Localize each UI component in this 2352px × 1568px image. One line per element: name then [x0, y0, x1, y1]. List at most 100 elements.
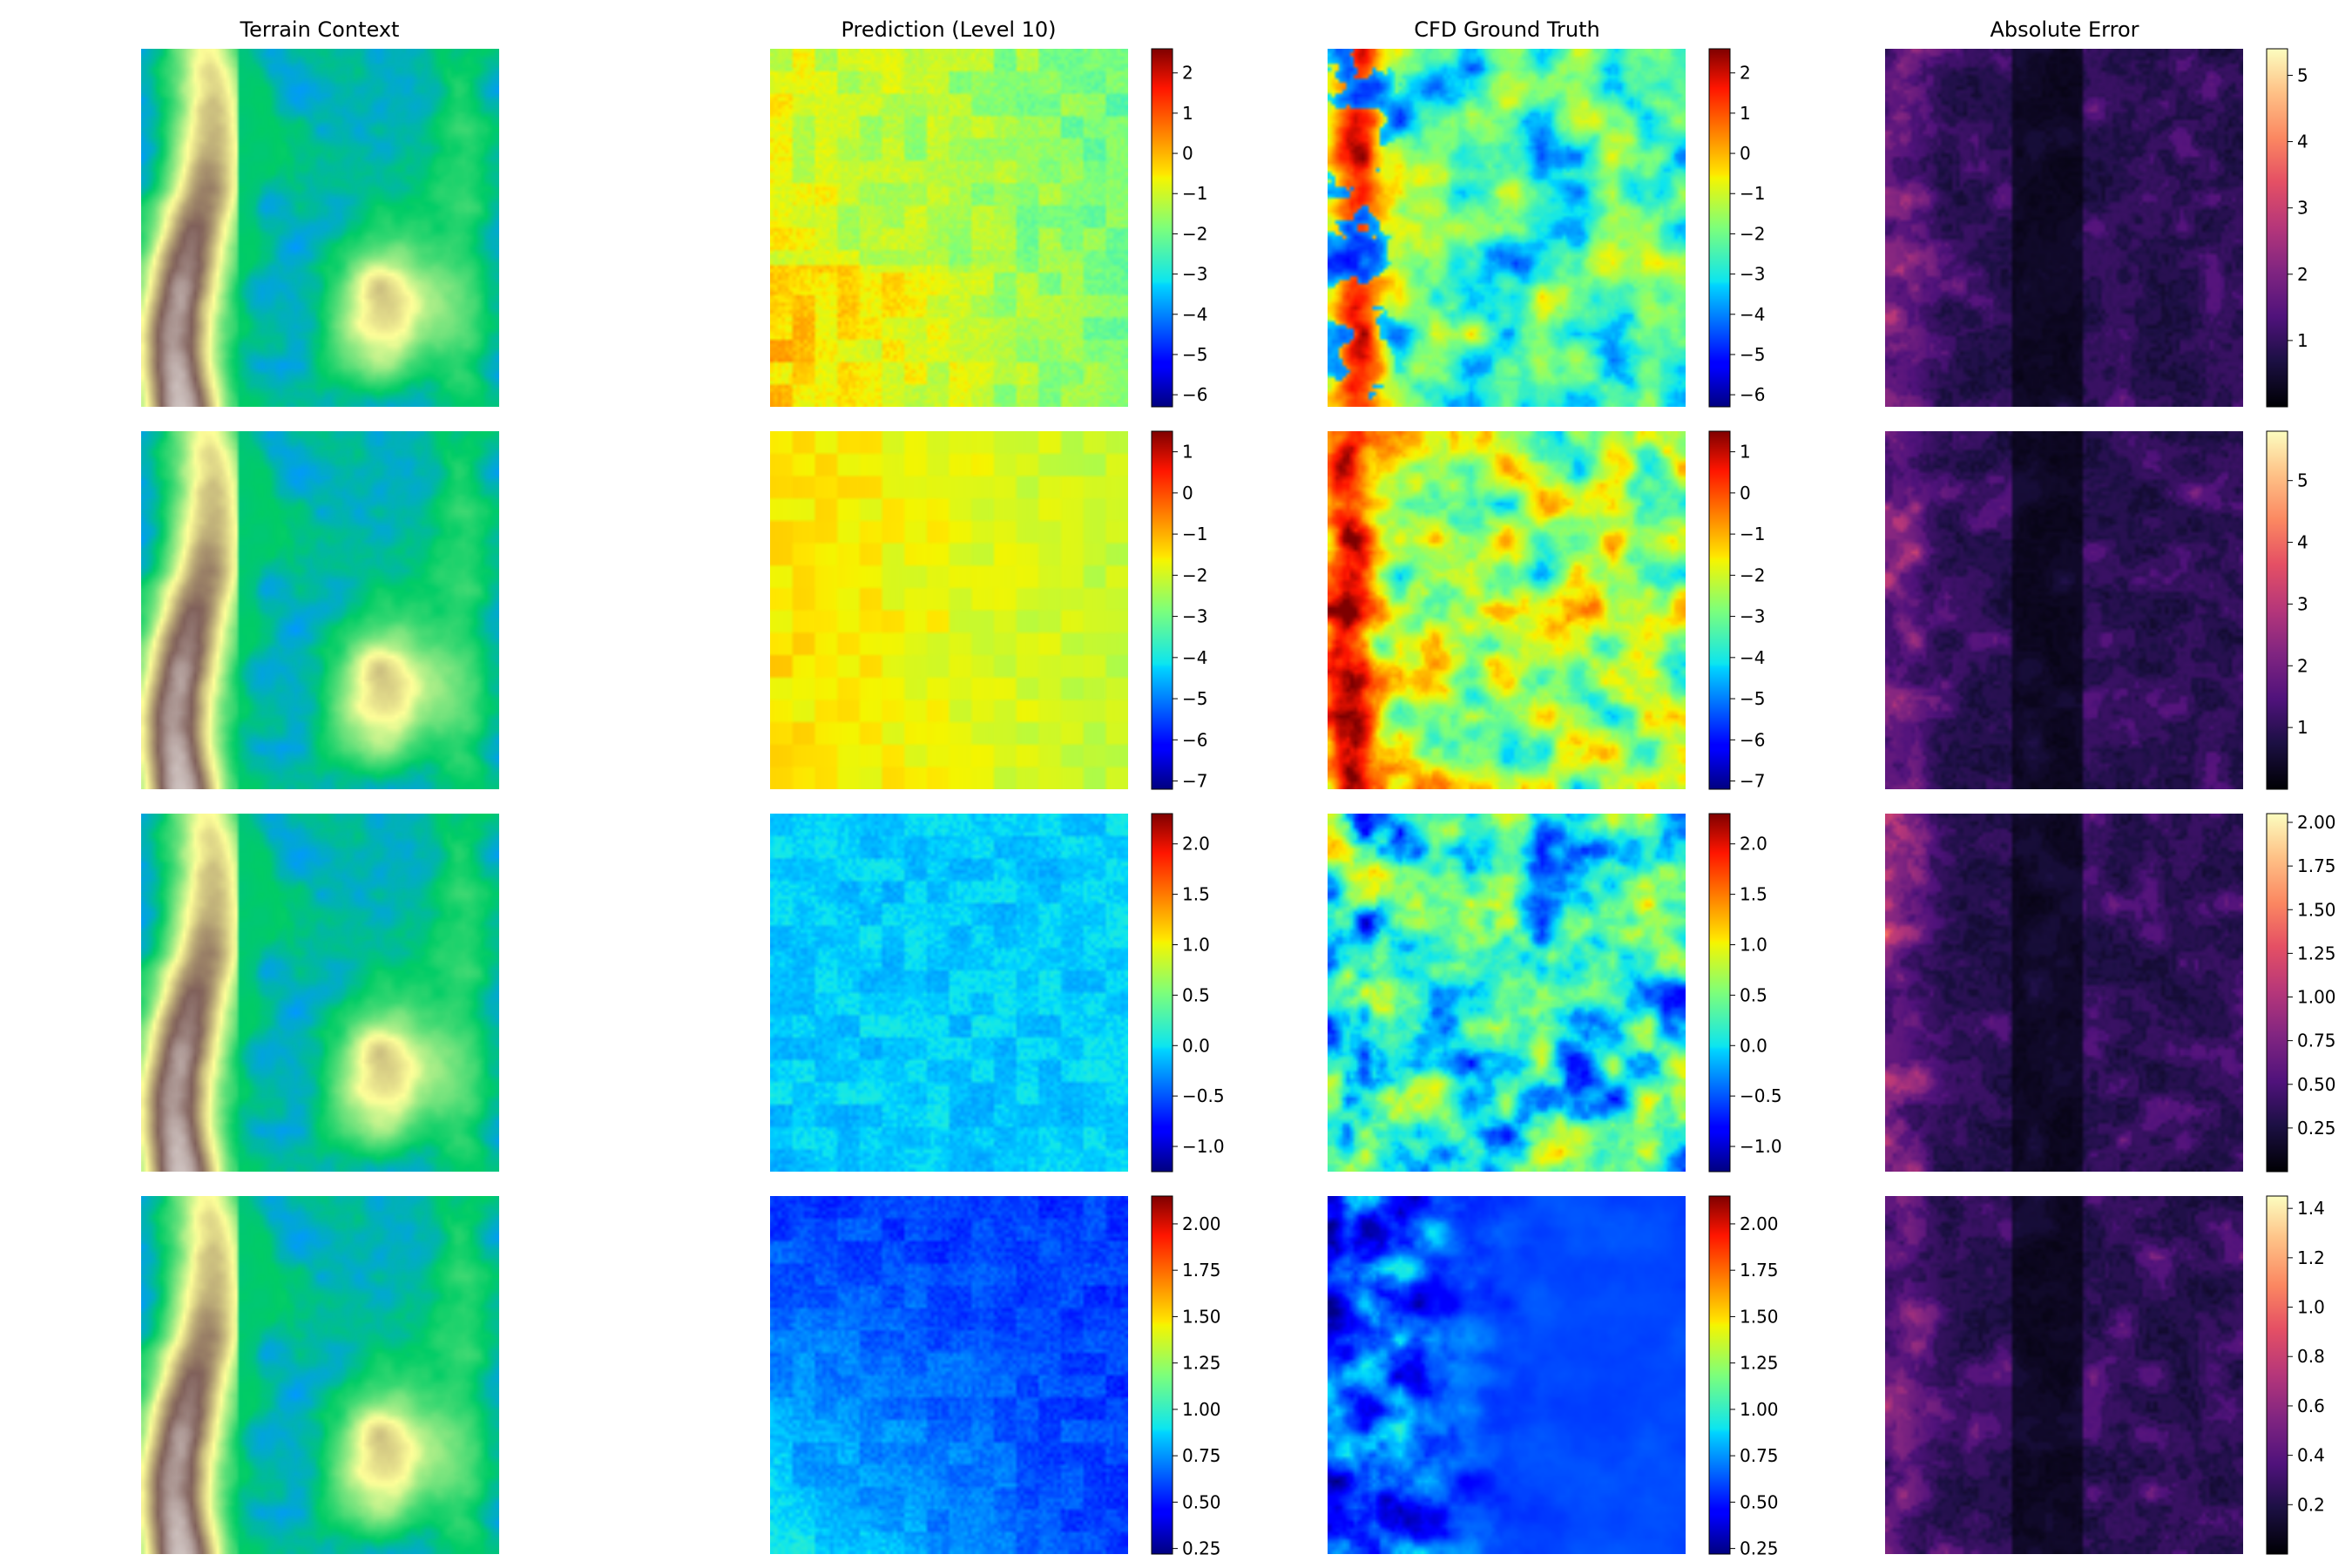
colorbar-ground-truth-row-2 — [1708, 430, 1731, 790]
colorbar-tick-label: 1.75 — [1182, 1260, 1221, 1281]
colorbar-tick-label: −1 — [1182, 524, 1207, 544]
colorbar-tick-label: 0.50 — [1182, 1491, 1221, 1512]
colorbar-tick-label: 3 — [2297, 198, 2308, 219]
colorbar-tick-label: 0.5 — [1182, 984, 1210, 1005]
colorbar-tick-label: 0 — [1740, 483, 1751, 504]
colorbar-tick-label: −1 — [1182, 183, 1207, 204]
colorbar-tick-label: 0.8 — [2297, 1346, 2325, 1367]
colorbar-tick-label: −4 — [1182, 304, 1207, 325]
title-absolute-error: Absolute Error — [1990, 17, 2139, 42]
colorbar-tick-label: 0.25 — [1182, 1538, 1221, 1559]
colorbar-tick-label: −2 — [1740, 564, 1765, 585]
ground-truth-panel-row-2 — [1328, 431, 1686, 789]
colorbar-ground-truth-row-3 — [1708, 813, 1731, 1173]
colorbar-tick-label: 1.50 — [2297, 899, 2336, 920]
colorbar-tick-label: 1.00 — [1740, 1399, 1779, 1420]
colorbar-tick-label: 1.0 — [2297, 1297, 2325, 1318]
colorbar-tick-label: 0.6 — [2297, 1396, 2325, 1416]
colorbar-tick-label: 1.50 — [1740, 1306, 1779, 1327]
colorbar-tick-label: −5 — [1740, 344, 1765, 365]
colorbar-tick-label: −1.0 — [1740, 1136, 1782, 1157]
colorbar-prediction-row-3 — [1151, 813, 1173, 1173]
colorbar-tick-label: 4 — [2297, 532, 2308, 553]
colorbar-tick-label: −4 — [1182, 647, 1207, 668]
colorbar-tick-label: 0.50 — [1740, 1491, 1779, 1512]
colorbar-tick-label: 2 — [2297, 655, 2308, 676]
ground-truth-panel-row-4 — [1328, 1196, 1686, 1554]
colorbar-tick-label: −0.5 — [1740, 1085, 1782, 1106]
colorbar-tick-label: 1 — [2297, 717, 2308, 738]
colorbar-tick-label: −5 — [1182, 344, 1207, 365]
terrain-panel-row-3 — [141, 814, 499, 1172]
error-panel-row-3 — [1885, 814, 2243, 1172]
colorbar-tick-label: 0.25 — [1740, 1538, 1779, 1559]
colorbar-tick-label: −3 — [1182, 606, 1207, 627]
colorbar-tick-label: 2 — [1740, 63, 1751, 84]
column-titles: Terrain Context Prediction (Level 10) CF… — [240, 17, 2139, 42]
terrain-panel-row-2 — [141, 431, 499, 789]
colorbar-error-row-4 — [2266, 1195, 2288, 1555]
colorbar-prediction-row-2 — [1151, 430, 1173, 790]
colorbar-tick-label: −4 — [1740, 304, 1765, 325]
colorbar-tick-label: 2.0 — [1182, 834, 1210, 855]
colorbar-tick-label: −5 — [1182, 688, 1207, 709]
colorbar-tick-label: −6 — [1182, 729, 1207, 750]
error-panel-row-4 — [1885, 1196, 2243, 1554]
colorbar-tick-label: 3 — [2297, 593, 2308, 614]
colorbar-tick-label: 2 — [2297, 264, 2308, 285]
colorbar-error-row-2 — [2266, 430, 2288, 790]
colorbar-ground-truth-row-4 — [1708, 1195, 1731, 1555]
colorbar-tick-label: 1 — [1740, 442, 1751, 463]
colorbar-tick-label: 0.50 — [2297, 1074, 2336, 1095]
error-panel-row-1 — [1885, 49, 2243, 407]
colorbar-tick-label: 1.75 — [1740, 1260, 1779, 1281]
colorbar-tick-label: 0 — [1740, 143, 1751, 164]
colorbar-tick-label: 1.2 — [2297, 1247, 2325, 1268]
colorbar-prediction-row-1 — [1151, 48, 1173, 408]
ground-truth-panel-row-3 — [1328, 814, 1686, 1172]
colorbar-tick-label: 0.4 — [2297, 1445, 2325, 1466]
colorbar-error-row-3 — [2266, 813, 2288, 1173]
colorbar-tick-label: 0 — [1182, 143, 1193, 164]
title-prediction: Prediction (Level 10) — [841, 17, 1056, 42]
colorbar-tick-label: 1 — [1740, 103, 1751, 124]
colorbar-tick-label: −5 — [1740, 688, 1765, 709]
colorbar-tick-label: 0 — [1182, 483, 1193, 504]
colorbar-tick-label: 2.00 — [1182, 1213, 1221, 1234]
colorbar-tick-label: 1.25 — [2297, 943, 2336, 963]
colorbar-tick-label: −1.0 — [1182, 1136, 1225, 1157]
colorbar-tick-label: 0.2 — [2297, 1494, 2325, 1515]
colorbar-tick-label: −2 — [1740, 223, 1765, 244]
colorbar-tick-label: 2.00 — [1740, 1213, 1779, 1234]
colorbar-tick-label: −2 — [1182, 223, 1207, 244]
colorbar-tick-label: −1 — [1740, 524, 1765, 544]
colorbar-tick-label: −6 — [1182, 384, 1207, 405]
colorbar-tick-label: 2.00 — [2297, 812, 2336, 833]
colorbar-tick-label: 2 — [1182, 63, 1193, 84]
prediction-panel-row-4 — [770, 1196, 1128, 1554]
colorbar-tick-label: 5 — [2297, 64, 2308, 85]
terrain-panel-row-4 — [141, 1196, 499, 1554]
colorbar-tick-label: −6 — [1740, 729, 1765, 750]
colorbar-error-row-1 — [2266, 48, 2288, 408]
colorbar-tick-label: 0.75 — [1182, 1445, 1221, 1466]
error-panel-row-2 — [1885, 431, 2243, 789]
title-terrain-context: Terrain Context — [240, 17, 400, 42]
colorbar-tick-label: 2.0 — [1740, 834, 1767, 855]
colorbar-tick-label: 1.25 — [1740, 1353, 1779, 1374]
colorbar-tick-label: −7 — [1182, 771, 1207, 792]
colorbar-tick-label: 1.00 — [1182, 1399, 1221, 1420]
colorbar-tick-label: −3 — [1740, 264, 1765, 285]
colorbar-tick-label: 1.0 — [1740, 935, 1767, 956]
colorbar-tick-label: 0.75 — [2297, 1031, 2336, 1051]
colorbar-tick-label: 1 — [1182, 103, 1193, 124]
colorbar-tick-label: 0.75 — [1740, 1445, 1779, 1466]
terrain-panel-row-1 — [141, 49, 499, 407]
colorbar-tick-label: −3 — [1182, 264, 1207, 285]
colorbar-tick-label: 1.25 — [1182, 1353, 1221, 1374]
colorbar-tick-label: 0.0 — [1740, 1035, 1767, 1056]
colorbar-tick-label: −6 — [1740, 384, 1765, 405]
colorbar-tick-label: 1.0 — [1182, 935, 1210, 956]
colorbar-tick-label: 1 — [1182, 442, 1193, 463]
